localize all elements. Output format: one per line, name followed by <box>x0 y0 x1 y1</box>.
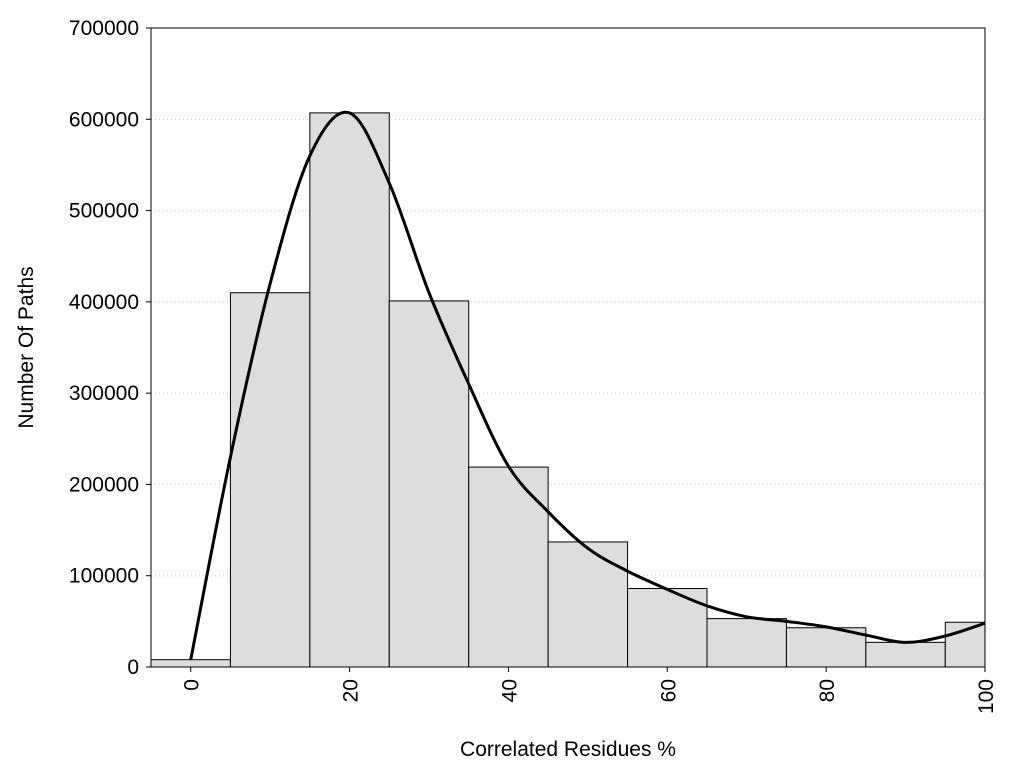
x-tick-label: 60 <box>657 679 680 702</box>
smooth-curve-layer <box>189 110 986 660</box>
histogram-bar <box>309 112 390 668</box>
histogram-bar <box>468 466 549 668</box>
y-tick-label: 300000 <box>69 382 139 405</box>
histogram-bar <box>388 300 470 668</box>
y-axis-ticks: 0 100000 200000 300000 400000 500000 600000 700… <box>69 17 151 679</box>
histogram-bar <box>150 659 231 668</box>
y-tick-label: 200000 <box>69 473 139 496</box>
y-tick-label: 600000 <box>69 108 139 131</box>
x-axis-label: Correlated Residues % <box>460 738 676 761</box>
x-tick-label: 20 <box>340 679 363 702</box>
histogram-bar <box>229 292 311 668</box>
plot-frame <box>150 27 986 668</box>
histogram-bar <box>547 541 629 668</box>
y-tick-label: 400000 <box>69 291 139 314</box>
y-tick-label: 700000 <box>69 17 139 40</box>
x-tick-label: 80 <box>816 679 839 702</box>
histogram-bar <box>785 627 867 668</box>
histogram-bar <box>865 641 946 668</box>
histogram-bar <box>706 618 787 668</box>
y-tick-label: 100000 <box>69 565 139 588</box>
x-tick-label: 100 <box>975 679 998 714</box>
bars <box>150 112 986 668</box>
x-axis-ticks: 0 20 40 60 80 100 <box>181 667 998 714</box>
smooth-curve <box>189 110 986 660</box>
y-tick-label: 0 <box>127 656 139 679</box>
y-tick-label: 500000 <box>69 200 139 223</box>
x-tick-label: 40 <box>498 679 521 702</box>
y-axis-label: Number Of Paths <box>15 266 38 428</box>
x-tick-label: 0 <box>181 679 204 691</box>
